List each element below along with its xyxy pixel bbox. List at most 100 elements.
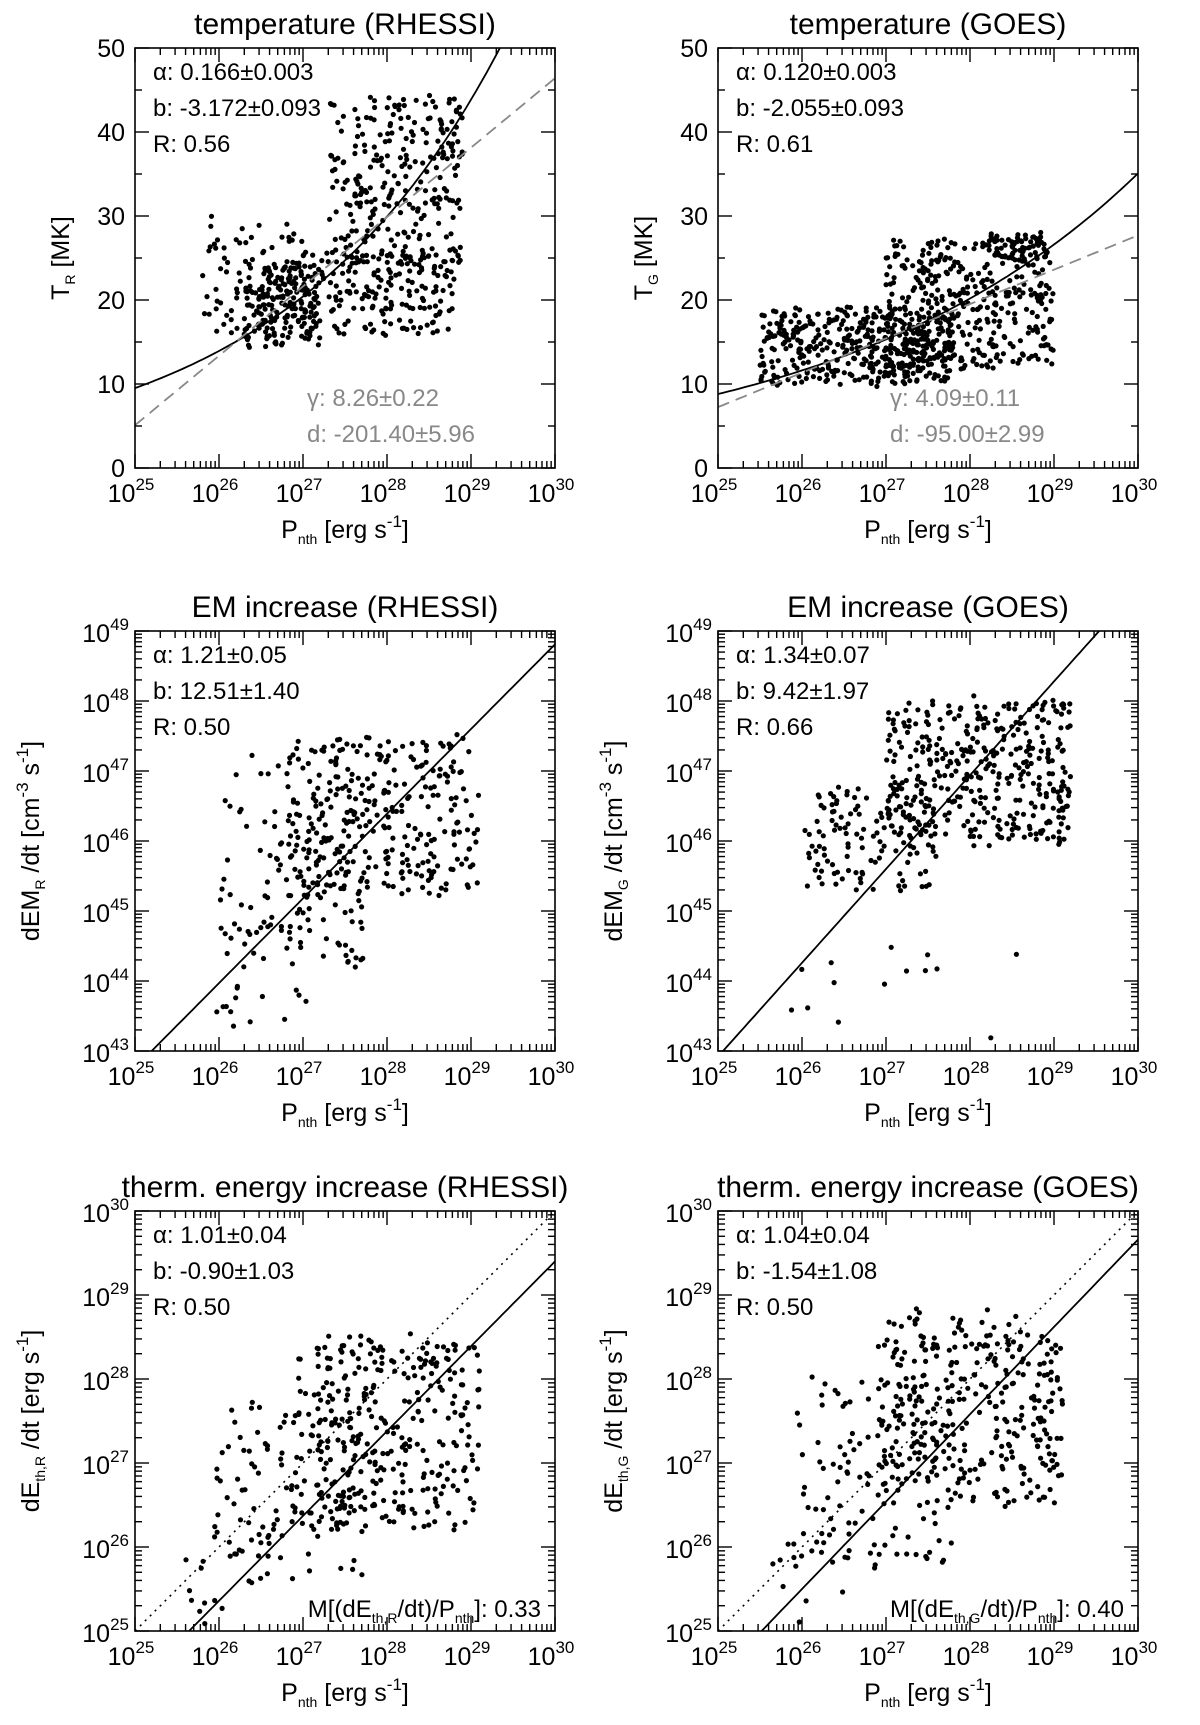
data-point [1031,1405,1038,1411]
data-point [233,237,239,243]
data-point [914,342,920,348]
data-point [986,242,992,249]
data-point [829,817,835,824]
data-point [891,1321,897,1327]
data-point [1051,1464,1057,1470]
data-point [1002,1503,1008,1509]
data-point [396,317,403,323]
data-point [1050,697,1056,703]
data-point [443,887,449,893]
data-point [945,327,951,333]
data-point [874,818,880,824]
data-point [279,840,285,846]
data-point [940,755,946,762]
y-tick-label: 30 [680,203,708,231]
data-point [895,1403,901,1409]
data-point [383,807,389,813]
data-point [859,845,865,851]
data-point [950,301,956,307]
data-point [444,779,450,785]
data-point [400,1479,406,1485]
data-point [1049,361,1055,367]
data-point [300,910,306,916]
data-point [910,263,916,269]
data-point [217,1478,223,1484]
data-point [290,259,296,265]
data-point [853,887,859,893]
data-point [1014,274,1020,280]
data-point [315,785,321,791]
data-point [951,1330,958,1336]
x-tick-label: 1025 [691,1638,738,1671]
data-point [919,884,925,890]
data-point [950,263,957,269]
data-point [315,300,321,306]
data-point [957,290,963,296]
data-point [294,800,301,806]
data-point [290,1503,296,1509]
data-point [1019,1404,1025,1410]
data-point [258,771,264,777]
data-point [352,143,358,149]
data-point [845,1470,851,1476]
data-point [889,1474,895,1480]
data-point [260,291,266,297]
data-point [826,320,832,326]
data-point [313,798,319,804]
data-point [341,883,347,889]
data-point [445,326,451,332]
data-point [1013,1313,1019,1319]
data-point [975,774,982,780]
data-point [906,347,913,353]
data-point [1037,283,1043,289]
data-point [929,280,935,286]
data-point [236,1547,242,1553]
data-point [402,244,408,250]
data-point [1028,1490,1034,1496]
data-point [949,749,955,756]
data-point [1046,1451,1052,1457]
y-tick-label: 1044 [82,965,129,998]
data-point [333,1498,339,1504]
data-point [292,848,298,854]
data-point [815,861,821,868]
data-point [987,1399,993,1405]
data-point [234,295,240,301]
data-point [344,741,350,747]
data-point [1018,772,1024,778]
data-point [794,365,800,371]
data-point [974,703,980,710]
data-point [949,1383,955,1389]
data-point [970,347,976,353]
data-point [914,776,921,782]
data-point [246,322,252,329]
data-point [1017,776,1023,783]
data-point [363,1366,369,1372]
data-point [918,1441,924,1447]
chart-panel-2: 1025 1026 1027 1028 1029 103001020304050tempe… [630,8,1157,547]
data-point [448,866,454,872]
data-point [876,375,882,381]
data-point [308,300,314,306]
data-point [1036,755,1042,762]
data-point [266,1540,272,1546]
data-point [347,1334,353,1340]
data-point [432,303,439,309]
data-point [438,740,444,746]
data-point [448,269,454,275]
data-point [897,306,903,312]
data-point [359,925,365,932]
data-point [1004,775,1010,781]
data-point [883,321,890,327]
data-point [934,1345,941,1351]
data-point [1065,825,1071,831]
data-point [364,879,370,885]
data-point [950,1463,956,1469]
data-point [882,1542,888,1548]
data-point [856,325,863,331]
data-point [873,314,879,320]
data-point [876,855,883,861]
data-point [991,753,997,759]
data-point [391,173,397,179]
data-point [424,1457,430,1463]
